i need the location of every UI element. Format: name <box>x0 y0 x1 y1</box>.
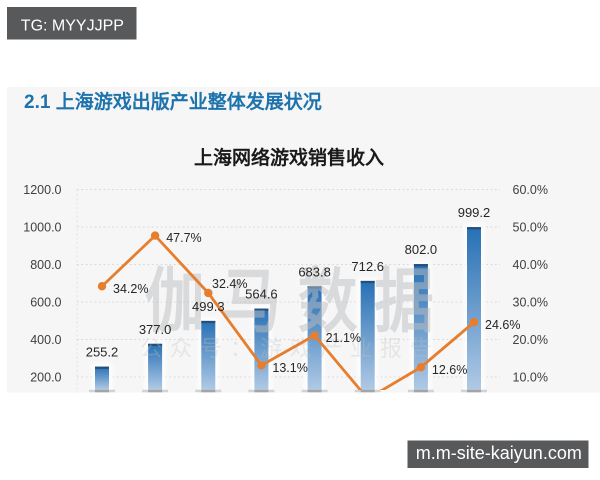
svg-text:683.8: 683.8 <box>298 264 331 279</box>
svg-text:2.1 上海游戏出版产业整体发展状况: 2.1 上海游戏出版产业整体发展状况 <box>24 90 322 113</box>
svg-text:12.6%: 12.6% <box>432 363 467 377</box>
svg-text:564.6: 564.6 <box>245 287 278 302</box>
svg-text:公众号：游戏产业报告: 公众号：游戏产业报告 <box>140 336 440 361</box>
svg-text:802.0: 802.0 <box>405 242 438 257</box>
svg-text:400.0: 400.0 <box>30 333 61 347</box>
svg-text:999.2: 999.2 <box>458 205 491 220</box>
svg-text:TG: MYYJJPP: TG: MYYJJPP <box>21 18 124 35</box>
svg-text:34.2%: 34.2% <box>113 282 148 296</box>
svg-text:712.6: 712.6 <box>351 259 384 274</box>
svg-text:30.0%: 30.0% <box>513 296 548 310</box>
svg-text:50.0%: 50.0% <box>513 221 548 235</box>
svg-text:24.6%: 24.6% <box>485 318 520 332</box>
svg-text:600.0: 600.0 <box>30 296 61 310</box>
svg-text:40.0%: 40.0% <box>513 258 548 272</box>
svg-text:255.2: 255.2 <box>86 345 119 360</box>
svg-text:200.0: 200.0 <box>30 371 61 385</box>
svg-text:10.0%: 10.0% <box>513 371 548 385</box>
svg-text:800.0: 800.0 <box>30 258 61 272</box>
svg-text:13.1%: 13.1% <box>272 361 307 375</box>
svg-text:上海网络游戏销售收入: 上海网络游戏销售收入 <box>194 146 384 169</box>
svg-text:499.3: 499.3 <box>192 299 225 314</box>
svg-text:1000.0: 1000.0 <box>23 221 61 235</box>
svg-text:32.4%: 32.4% <box>212 277 247 291</box>
svg-text:m.m-site-kaiyun.com: m.m-site-kaiyun.com <box>416 443 582 463</box>
svg-text:21.1%: 21.1% <box>326 331 361 345</box>
svg-text:60.0%: 60.0% <box>513 183 548 197</box>
svg-text:47.7%: 47.7% <box>166 231 201 245</box>
svg-text:20.0%: 20.0% <box>513 333 548 347</box>
svg-text:377.0: 377.0 <box>139 322 172 337</box>
svg-text:1200.0: 1200.0 <box>23 183 61 197</box>
